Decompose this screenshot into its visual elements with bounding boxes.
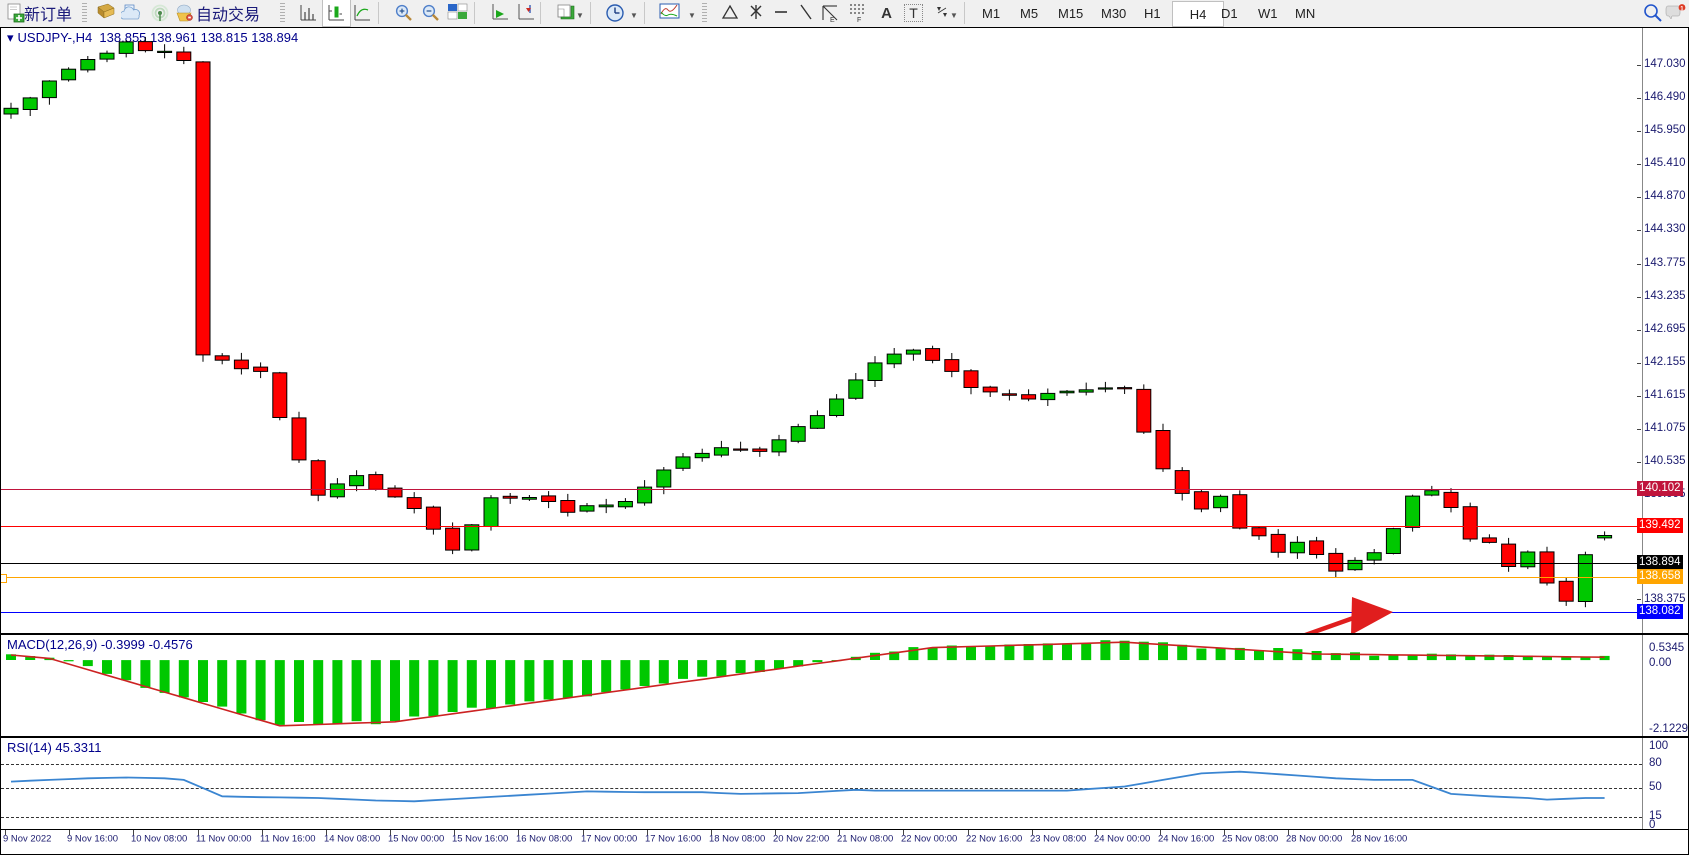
svg-text:E: E — [830, 17, 835, 23]
svg-text:F: F — [857, 17, 861, 23]
